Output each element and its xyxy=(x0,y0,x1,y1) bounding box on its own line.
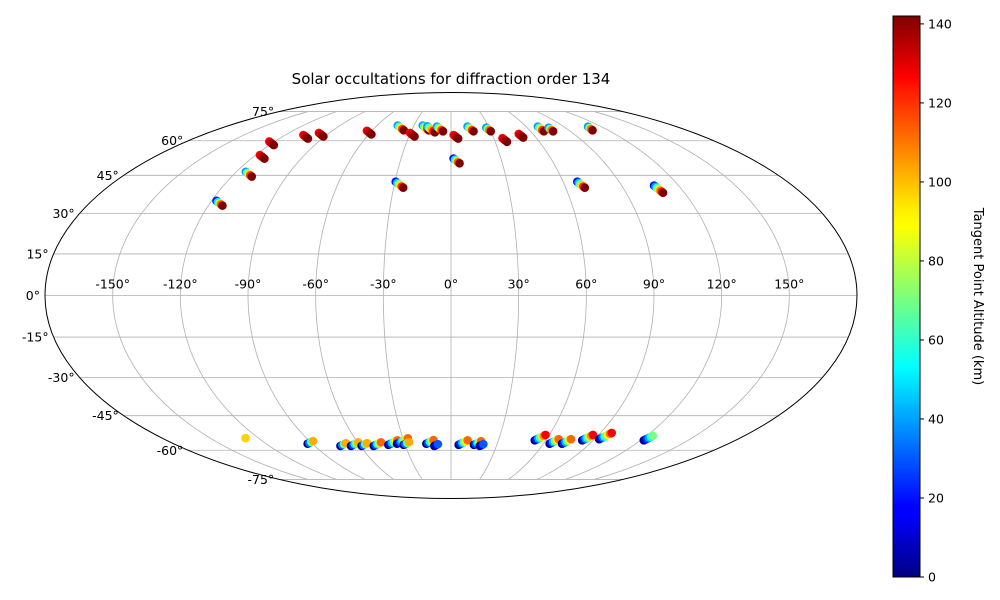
y-tick-label: 75° xyxy=(252,104,274,119)
colorbar-tick-label: 100 xyxy=(928,174,952,189)
occultation-point xyxy=(607,428,617,438)
y-tick-label: 30° xyxy=(52,206,74,221)
occultation-point xyxy=(319,132,328,141)
occultation-point xyxy=(588,125,597,135)
occultation-point xyxy=(469,127,478,136)
y-tick-label: -75° xyxy=(248,472,275,487)
occultation-point xyxy=(648,431,658,441)
y-tick-label: -15° xyxy=(22,330,49,345)
latitude-tick-labels: -75° -60° -45° -30° -15° 0° 15° 30° 45° 60° 75° xyxy=(22,104,274,487)
colorbar-tick-label: 80 xyxy=(928,253,944,268)
graticule-grid xyxy=(45,111,857,480)
occultation-point xyxy=(502,137,512,147)
occultation-point xyxy=(453,134,463,143)
occultation-point xyxy=(241,433,250,443)
occultation-point xyxy=(518,133,528,142)
occultation-point xyxy=(260,154,269,163)
longitude-tick-labels: -150° -120° -90° -60° -30° 0° 30° 60° 90° 120° 150… xyxy=(95,277,804,292)
y-tick-label: -60° xyxy=(157,443,184,458)
x-tick-label: 90° xyxy=(643,277,665,292)
x-tick-label: 120° xyxy=(707,277,737,292)
x-tick-label: -60° xyxy=(302,277,329,292)
occultation-point xyxy=(486,127,496,136)
occultation-point xyxy=(269,140,279,150)
occultation-point xyxy=(438,127,448,136)
x-tick-label: 60° xyxy=(575,277,597,292)
map-boundary xyxy=(44,92,858,499)
occultation-point xyxy=(463,436,472,445)
occultation-point xyxy=(376,438,386,447)
x-tick-label: 30° xyxy=(508,277,530,292)
occultation-point xyxy=(455,159,464,168)
occultation-point xyxy=(247,172,257,181)
x-tick-label: 0° xyxy=(444,277,458,292)
x-tick-label: 150° xyxy=(774,277,804,292)
occultation-point xyxy=(548,127,558,136)
x-tick-label: -150° xyxy=(95,277,130,292)
colorbar-tick-label: 60 xyxy=(928,332,944,347)
colorbar-tick-label: 40 xyxy=(928,411,944,426)
occultation-point xyxy=(367,130,376,139)
occultation-point xyxy=(433,439,443,449)
y-tick-label: 60° xyxy=(161,133,183,148)
y-tick-label: 15° xyxy=(26,246,48,261)
occultation-point xyxy=(580,183,590,193)
y-tick-label: 0° xyxy=(26,288,40,303)
occultation-point xyxy=(658,188,668,198)
occultation-point xyxy=(398,183,408,193)
occultation-point xyxy=(479,439,488,449)
x-tick-label: -90° xyxy=(235,277,262,292)
occultation-point xyxy=(566,434,576,444)
chart-title: Solar occultations for diffraction order… xyxy=(292,70,611,88)
occultation-point xyxy=(303,134,313,143)
colorbar-ticks: 0 20 40 60 80 100 120 140 xyxy=(920,16,952,585)
x-tick-label: -120° xyxy=(163,277,198,292)
occultation-point xyxy=(362,438,372,448)
colorbar-tick-label: 0 xyxy=(928,570,936,585)
occultation-point xyxy=(404,437,414,447)
occultation-points xyxy=(212,121,668,451)
colorbar-tick-label: 140 xyxy=(928,16,952,31)
y-tick-label: 45° xyxy=(97,168,119,183)
y-tick-label: -30° xyxy=(48,370,75,385)
y-tick-label: -45° xyxy=(92,408,119,423)
occultation-point xyxy=(588,430,598,440)
colorbar-tick-label: 120 xyxy=(928,95,952,110)
colorbar-label: Tangent Point Altitude (km) xyxy=(970,207,985,385)
occultation-point xyxy=(410,132,419,141)
occultation-point xyxy=(218,201,227,210)
colorbar xyxy=(892,15,921,578)
occultation-point xyxy=(308,436,318,446)
occultation-point xyxy=(541,430,550,440)
colorbar-tick-label: 20 xyxy=(928,490,944,505)
x-tick-label: -30° xyxy=(370,277,397,292)
